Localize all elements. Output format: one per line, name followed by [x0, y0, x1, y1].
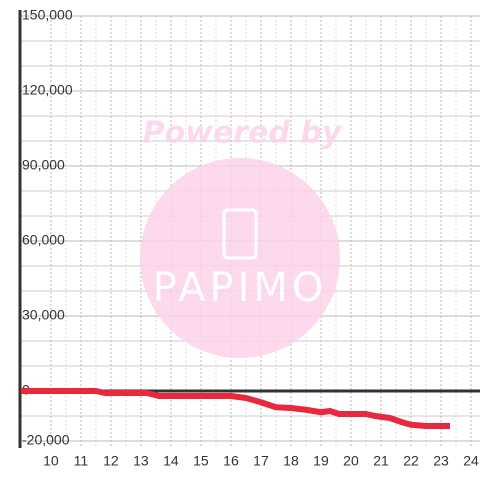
- y-tick-label: 120,000: [22, 82, 73, 98]
- x-tick-label: 20: [343, 453, 359, 469]
- x-tick-label: 13: [133, 453, 149, 469]
- watermark: Powered by PAPIMO: [140, 116, 343, 358]
- y-tick-label: 30,000: [22, 307, 65, 323]
- x-tick-label: 10: [43, 453, 59, 469]
- x-tick-label: 21: [373, 453, 389, 469]
- x-tick-label: 23: [433, 453, 449, 469]
- watermark-logo: PAPIMO: [153, 265, 328, 311]
- x-tick-label: 14: [163, 453, 179, 469]
- x-tick-label: 12: [103, 453, 119, 469]
- y-tick-label: 90,000: [22, 157, 65, 173]
- watermark-text: Powered by: [143, 116, 343, 151]
- x-tick-label: 19: [313, 453, 329, 469]
- x-tick-label: 15: [193, 453, 209, 469]
- y-tick-label: 150,000: [22, 7, 73, 23]
- y-tick-label: 60,000: [22, 232, 65, 248]
- watermark-icon: [222, 208, 258, 260]
- x-tick-label: 11: [74, 453, 89, 469]
- data-line: [20, 388, 450, 429]
- x-tick-label: 18: [283, 453, 299, 469]
- x-tick-label: 24: [463, 453, 479, 469]
- y-tick-label: -20,000: [22, 432, 70, 448]
- x-tick-label: 16: [223, 453, 239, 469]
- x-tick-label: 17: [253, 453, 269, 469]
- x-tick-label: 22: [403, 453, 419, 469]
